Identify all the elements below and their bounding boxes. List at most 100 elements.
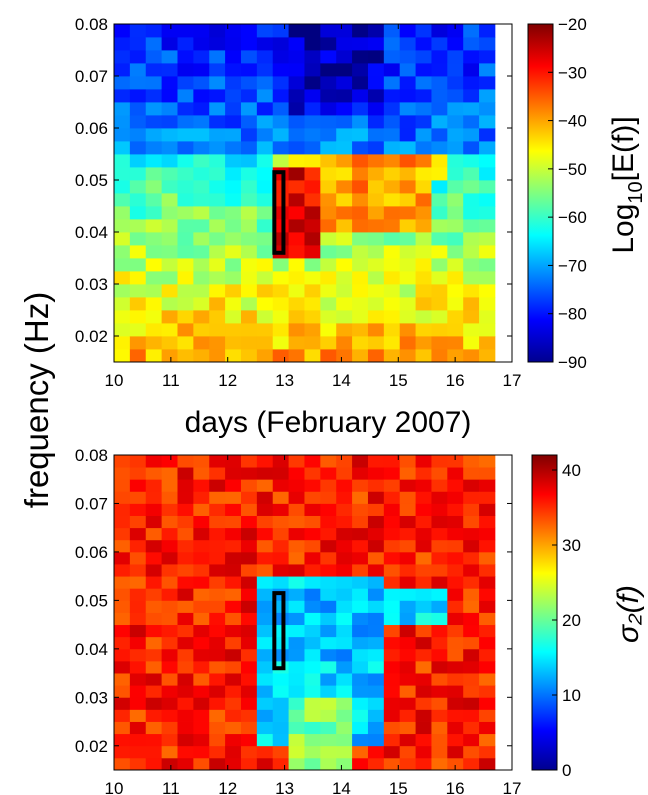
heatmap-cell [240, 539, 258, 553]
heatmap-cell [463, 310, 480, 324]
heatmap-cell [304, 206, 321, 220]
heatmap-cell [272, 271, 289, 285]
heatmap-cell [415, 180, 432, 194]
heatmap-cell [240, 636, 258, 650]
heatmap-cell [367, 349, 385, 363]
heatmap-cell [352, 245, 369, 259]
heatmap-cell [225, 284, 242, 298]
heatmap-cell [288, 193, 305, 207]
heatmap-cell [304, 636, 321, 650]
heatmap-cell [479, 624, 496, 638]
heatmap-cell [129, 180, 147, 194]
heatmap-cell [288, 232, 305, 246]
heatmap-cell [304, 660, 321, 674]
heatmap-cell [463, 50, 480, 64]
heatmap-cell [114, 323, 131, 337]
heatmap-cell [161, 284, 178, 298]
heatmap-cell [145, 50, 163, 64]
heatmap-cell [479, 128, 496, 142]
heatmap-cell [193, 660, 210, 674]
heatmap-cell [177, 491, 194, 504]
heatmap-cell [320, 745, 337, 759]
heatmap-cell [225, 180, 242, 194]
heatmap-cell [352, 206, 369, 220]
heatmap-cell [352, 721, 369, 735]
heatmap-cell [479, 102, 496, 116]
top-plot-frame [113, 23, 513, 363]
heatmap-cell [320, 141, 337, 155]
heatmap-cell [383, 636, 401, 650]
bottom-heatmap-cells [114, 455, 496, 771]
heatmap-cell [399, 297, 416, 311]
heatmap-cell [383, 612, 401, 626]
heatmap-cell [177, 648, 194, 662]
heatmap-cell [114, 636, 131, 650]
heatmap-cell [479, 297, 496, 311]
heatmap-cell [209, 539, 226, 553]
heatmap-cell [272, 564, 289, 577]
heatmap-cell [304, 102, 321, 116]
heatmap-cell [479, 479, 496, 492]
heatmap-cell [463, 660, 480, 674]
heatmap-cell [383, 479, 401, 492]
heatmap-cell [352, 310, 369, 324]
heatmap-cell [415, 284, 432, 298]
heatmap-cell [272, 115, 289, 129]
heatmap-cell [161, 258, 178, 272]
y-tick-label: 0.04 [75, 223, 108, 242]
heatmap-cell [145, 467, 163, 480]
heatmap-cell [193, 503, 210, 516]
heatmap-cell [336, 50, 353, 64]
top-colorbar-label: Log10[E(f)] [607, 116, 647, 253]
heatmap-cell [399, 576, 416, 589]
heatmap-cell [225, 612, 242, 626]
heatmap-cell [288, 624, 305, 638]
heatmap-cell [367, 576, 385, 589]
heatmap-cell [431, 37, 448, 51]
heatmap-cell [383, 588, 401, 601]
heatmap-cell [367, 102, 385, 116]
heatmap-cell [209, 232, 226, 246]
heatmap-cell [129, 673, 147, 686]
heatmap-cell [336, 733, 353, 747]
heatmap-cell [463, 733, 480, 747]
heatmap-cell [256, 336, 274, 350]
heatmap-cell [479, 219, 496, 233]
heatmap-cell [399, 564, 416, 577]
heatmap-cell [145, 297, 163, 311]
heatmap-cell [431, 660, 448, 674]
heatmap-cell [367, 721, 385, 735]
heatmap-cell [209, 102, 226, 116]
heatmap-cell [383, 245, 401, 259]
heatmap-cell [447, 624, 464, 638]
heatmap-cell [256, 206, 274, 220]
heatmap-cell [288, 733, 305, 747]
heatmap-cell [288, 336, 305, 350]
heatmap-cell [161, 323, 178, 337]
heatmap-cell [193, 564, 210, 577]
heatmap-cell [193, 673, 210, 686]
heatmap-cell [288, 648, 305, 662]
heatmap-cell [145, 455, 163, 468]
heatmap-cell [352, 660, 369, 674]
heatmap-cell [415, 89, 432, 103]
heatmap-cell [177, 323, 194, 337]
heatmap-cell [304, 745, 321, 759]
heatmap-cell [161, 115, 178, 129]
heatmap-cell [431, 206, 448, 220]
heatmap-cell [352, 24, 369, 38]
heatmap-cell [336, 24, 353, 38]
heatmap-cell [177, 167, 194, 181]
heatmap-cell [383, 258, 401, 272]
heatmap-cell [114, 180, 131, 194]
heatmap-cell [129, 323, 147, 337]
heatmap-cell [114, 588, 131, 601]
heatmap-cell [383, 63, 401, 77]
heatmap-cell [336, 271, 353, 285]
heatmap-cell [399, 479, 416, 492]
heatmap-cell [399, 154, 416, 168]
heatmap-cell [352, 115, 369, 129]
heatmap-cell [177, 697, 194, 710]
colorbar-tick-label: −20 [558, 15, 587, 34]
heatmap-cell [114, 50, 131, 64]
